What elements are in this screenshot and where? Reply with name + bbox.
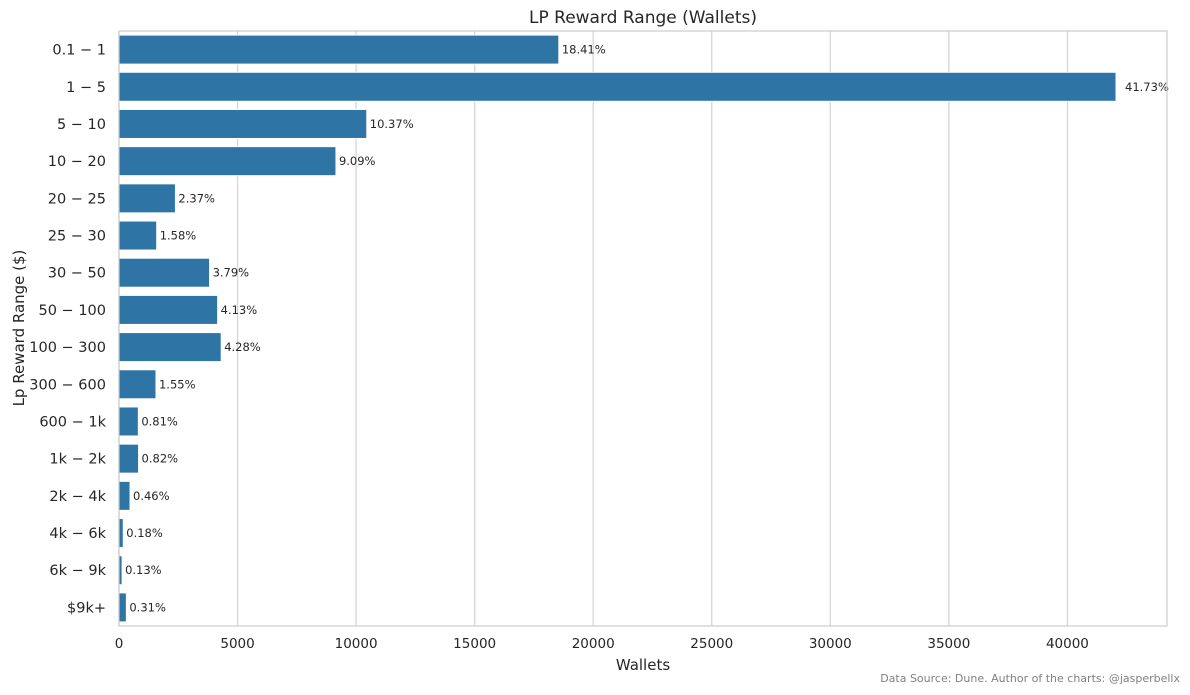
y-tick-label: 25 − 30 (48, 229, 106, 245)
y-tick-label: 50 − 100 (39, 303, 107, 319)
data-label: 0.46% (133, 489, 170, 503)
bar (118, 34, 560, 65)
data-label: 0.81% (141, 414, 178, 428)
data-label: 0.82% (142, 452, 179, 466)
y-tick-label: 100 − 300 (29, 340, 106, 356)
x-tick-label: 10000 (335, 636, 378, 652)
bar (118, 369, 157, 400)
y-tick-label: 20 − 25 (48, 191, 106, 207)
y-tick-label: 5 − 10 (57, 117, 106, 133)
y-tick-label: 0.1 − 1 (52, 43, 106, 59)
bars (118, 34, 1117, 623)
bar (118, 480, 131, 511)
x-tick-label: 25000 (690, 636, 733, 652)
bar (118, 257, 211, 288)
data-labels: 18.41% 41.73% 10.37% 9.09% 2.37% 1.58% 3.79% 4.… (125, 43, 1169, 615)
bar (118, 592, 127, 623)
y-tick-label: 6k − 9k (49, 563, 106, 579)
y-tick-label: 10 − 20 (48, 154, 106, 170)
x-tick-label: 15000 (453, 636, 496, 652)
bar (118, 332, 222, 363)
x-tick-labels: 0 5000 10000 15000 20000 25000 30000 35000 40000 (115, 636, 1089, 652)
x-tick-label: 30000 (809, 636, 852, 652)
data-label: 1.58% (160, 229, 197, 243)
data-label: 10.37% (370, 117, 414, 131)
chart-title: LP Reward Range (Wallets) (529, 8, 757, 28)
x-tick-label: 40000 (1046, 636, 1089, 652)
bar (118, 294, 219, 325)
data-label: 2.37% (178, 191, 215, 205)
data-label: 0.18% (126, 526, 163, 540)
y-tick-label: 4k − 6k (49, 526, 106, 542)
bar (118, 183, 176, 214)
plot-frame (118, 30, 1168, 627)
bar (118, 108, 368, 139)
y-tick-label: 600 − 1k (39, 414, 106, 430)
bar (118, 443, 140, 474)
y-tick-label: 1 − 5 (66, 80, 106, 96)
data-label: 0.13% (125, 563, 162, 577)
bar (118, 71, 1117, 102)
data-label: 4.28% (224, 340, 261, 354)
data-label: 3.79% (213, 266, 250, 280)
data-label: 4.13% (221, 303, 258, 317)
x-tick-label: 5000 (220, 636, 254, 652)
data-label: 18.41% (562, 43, 606, 57)
bar (118, 518, 124, 549)
data-label: 0.31% (129, 600, 166, 614)
data-label: 41.73% (1125, 80, 1169, 94)
footnote: Data Source: Dune. Author of the charts:… (880, 672, 1180, 685)
y-tick-label: $9k+ (67, 600, 106, 616)
y-tick-label: 2k − 4k (49, 489, 106, 505)
bar (118, 406, 139, 437)
y-tick-labels: 0.1 − 1 1 − 5 5 − 10 10 − 20 20 − 25 25 − 30 3… (29, 43, 106, 617)
y-tick-label: 30 − 50 (48, 266, 106, 282)
data-label: 9.09% (339, 154, 376, 168)
y-tick-label: 300 − 600 (29, 377, 106, 393)
x-tick-label: 20000 (572, 636, 615, 652)
y-tick-label: 1k − 2k (49, 452, 106, 468)
x-axis-label: Wallets (616, 656, 671, 674)
x-tick-label: 0 (115, 636, 124, 652)
data-label: 1.55% (159, 377, 196, 391)
x-tick-label: 35000 (927, 636, 970, 652)
bar (118, 146, 337, 177)
bar (118, 220, 158, 251)
y-axis-label: Lp Reward Range ($) (10, 250, 28, 407)
